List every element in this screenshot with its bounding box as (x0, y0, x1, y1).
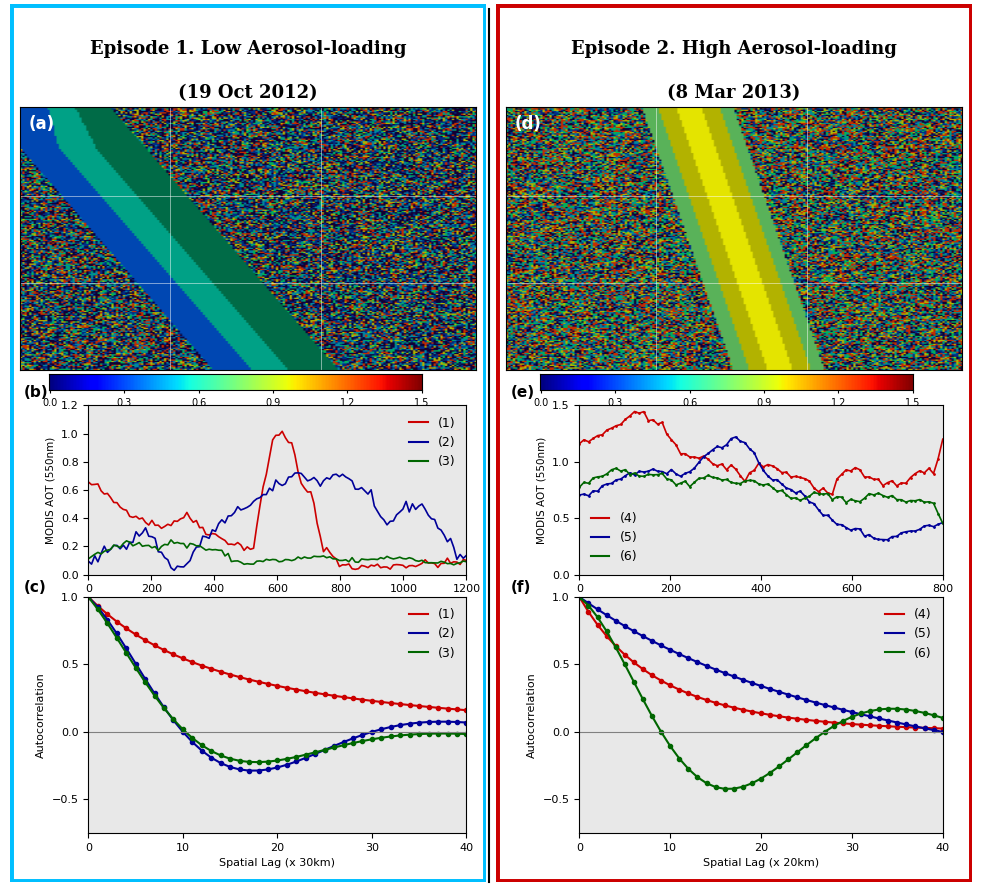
X-axis label: Spatial Lag (x 30km): Spatial Lag (x 30km) (219, 858, 336, 869)
Text: (d): (d) (515, 115, 542, 133)
Text: Episode 1. Low Aerosol-loading: Episode 1. Low Aerosol-loading (89, 40, 407, 58)
Legend: (1), (2), (3): (1), (2), (3) (404, 412, 461, 473)
Text: (b): (b) (25, 385, 49, 400)
X-axis label: Spatial Lag (x 20km): Spatial Lag (x 20km) (703, 858, 819, 869)
Y-axis label: Autocorrelation: Autocorrelation (36, 672, 46, 758)
Text: (f): (f) (511, 580, 530, 595)
Text: (e): (e) (511, 385, 534, 400)
Text: (19 Oct 2012): (19 Oct 2012) (178, 85, 318, 102)
Text: (a): (a) (28, 115, 55, 133)
X-axis label: Distance (km): Distance (km) (239, 600, 316, 610)
Y-axis label: MODIS AOT (550nm): MODIS AOT (550nm) (536, 437, 546, 544)
Text: (c): (c) (25, 580, 47, 595)
Legend: (1), (2), (3): (1), (2), (3) (404, 603, 461, 665)
Text: (8 Mar 2013): (8 Mar 2013) (668, 85, 800, 102)
Legend: (4), (5), (6): (4), (5), (6) (585, 507, 642, 568)
Y-axis label: MODIS AOT (550nm): MODIS AOT (550nm) (45, 437, 55, 544)
Legend: (4), (5), (6): (4), (5), (6) (880, 603, 937, 665)
Y-axis label: Autocorrelation: Autocorrelation (527, 672, 537, 758)
Text: Episode 2. High Aerosol-loading: Episode 2. High Aerosol-loading (572, 40, 897, 58)
X-axis label: Distance (km): Distance (km) (722, 600, 800, 610)
